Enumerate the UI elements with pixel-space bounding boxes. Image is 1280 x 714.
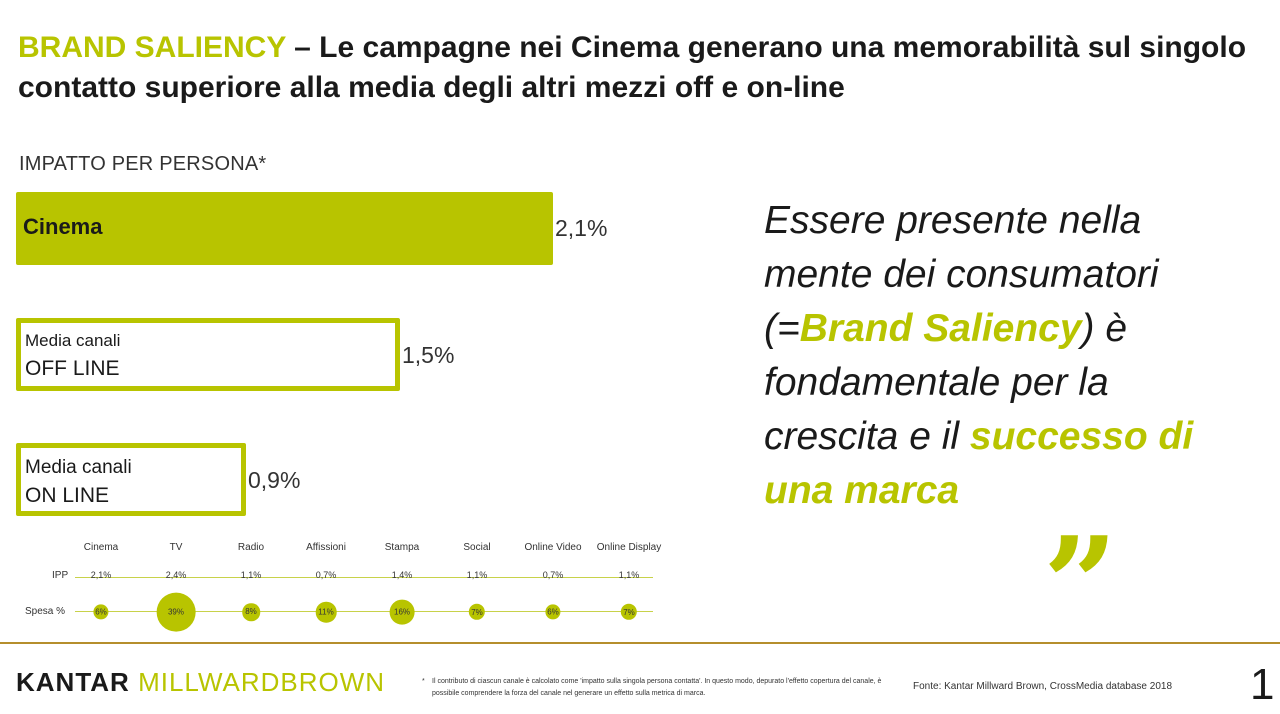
column-header-radio: Radio — [237, 542, 265, 553]
spend-bubble-cinema: 6% — [93, 604, 109, 620]
spend-bubble-online-display: 7% — [620, 603, 638, 621]
bar-label-offline-line2: OFF LINE — [25, 357, 120, 380]
column-header-cinema: Cinema — [83, 542, 119, 553]
column-header-online-display: Online Display — [596, 542, 662, 553]
bar-value-cinema: 2,1% — [555, 215, 608, 241]
media-mix-table: IPP Spesa % Cinema 2,1% 6% TV 2,4% 39% Radio 1,… — [0, 530, 700, 632]
ipp-value-affissioni: 0,7% — [315, 570, 337, 580]
bar-value-online: 0,9% — [248, 467, 301, 493]
source-note: Fonte: Kantar Millward Brown, CrossMedia… — [913, 681, 1173, 692]
footer-divider — [0, 642, 1280, 644]
spend-bubble-tv: 39% — [156, 592, 196, 632]
bar-label-online-line1: Media canali — [25, 457, 132, 478]
column-header-online-video: Online Video — [524, 542, 582, 553]
logo-millwardbrown: MILLWARDBROWN — [138, 667, 386, 697]
column-header-stampa: Stampa — [384, 542, 420, 553]
bar-online: Media canali ON LINE — [16, 443, 246, 516]
spend-bubble-affissioni: 11% — [315, 601, 337, 623]
spesa-line — [75, 611, 653, 612]
bar-offline: Media canali OFF LINE — [16, 318, 400, 391]
spend-bubble-radio: 8% — [242, 603, 260, 621]
quote-part1: Essere presente nella mente dei consumat… — [764, 199, 1159, 350]
chart-title: IMPATTO PER PERSONA* — [19, 153, 267, 175]
row-label-ipp: IPP — [52, 570, 69, 581]
spend-bubble-social: 7% — [468, 603, 486, 621]
bar-cinema: Cinema — [16, 192, 553, 265]
quote-mark-icon: ” — [1043, 508, 1118, 661]
spend-bubble-stampa: 16% — [389, 599, 415, 625]
ipp-line — [75, 577, 653, 578]
page-title: BRAND SALIENCY – Le campagne nei Cinema … — [18, 28, 1268, 108]
quote-part2: ) è fondamentale per la crescita e il — [764, 307, 1128, 458]
logo-kantar: KANTAR — [16, 667, 130, 697]
title-rest: – Le campagne nei Cinema generano una me… — [18, 31, 1247, 104]
bar-value-offline: 1,5% — [402, 342, 455, 368]
ipp-value-cinema: 2,1% — [90, 570, 112, 580]
quote-success: successo di una marca — [764, 415, 1194, 512]
row-label-spesa: Spesa % — [25, 606, 66, 617]
kantar-logo: KANTAR MILLWARDBROWN — [16, 667, 385, 698]
ipp-value-social: 1,1% — [466, 570, 488, 580]
ipp-value-tv: 2,4% — [165, 570, 187, 580]
column-header-tv: TV — [169, 542, 183, 553]
column-header-affissioni: Affissioni — [306, 542, 346, 553]
spend-bubble-online-video: 6% — [545, 604, 561, 620]
quote-brand: Brand Saliency — [799, 307, 1082, 350]
bar-label-online-line2: ON LINE — [25, 484, 110, 507]
footnote-star: * — [422, 678, 425, 685]
page-number: 1 — [1250, 660, 1275, 709]
bar-label-offline-line1: Media canali — [25, 331, 121, 350]
footnote: * Il contributo di ciascun canale è calc… — [422, 676, 892, 700]
footnote-text: Il contributo di ciascun canale è calcol… — [432, 678, 882, 697]
title-accent: BRAND SALIENCY — [18, 31, 286, 64]
ipp-value-radio: 1,1% — [240, 570, 262, 580]
bar-label-cinema: Cinema — [23, 214, 103, 239]
column-header-social: Social — [463, 542, 491, 553]
ipp-value-online-display: 1,1% — [618, 570, 640, 580]
ipp-value-online-video: 0,7% — [542, 570, 564, 580]
ipp-value-stampa: 1,4% — [391, 570, 413, 580]
quote-text: Essere presente nella mente dei consumat… — [764, 194, 1234, 518]
